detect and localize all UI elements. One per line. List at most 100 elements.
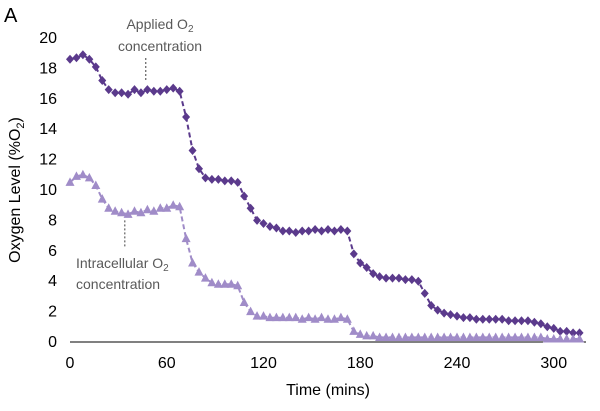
data-point-intracellular — [297, 314, 307, 323]
data-point-intracellular — [162, 203, 172, 212]
data-point-applied — [491, 314, 500, 324]
data-point-applied — [130, 85, 139, 95]
y-axis-ticks: 0 2 4 6 8 10 12 14 16 18 20 — [39, 30, 57, 351]
y-tick-label: 0 — [48, 334, 57, 351]
y-tick-label: 10 — [39, 182, 57, 199]
data-point-intracellular — [110, 206, 120, 215]
data-point-intracellular — [349, 326, 359, 335]
data-point-applied — [214, 174, 223, 184]
x-axis-title: Time (mins) — [286, 382, 370, 399]
data-point-applied — [324, 225, 332, 235]
data-point-applied — [272, 223, 281, 233]
data-point-applied — [433, 305, 442, 315]
series-intracellular — [65, 169, 585, 343]
data-point-applied — [253, 215, 262, 225]
data-point-applied — [317, 226, 326, 236]
data-point-intracellular — [523, 332, 533, 341]
data-point-applied — [136, 88, 145, 98]
data-point-intracellular — [207, 277, 217, 287]
data-point-intracellular — [446, 332, 456, 341]
data-point-applied — [265, 221, 274, 231]
data-point-intracellular — [491, 332, 501, 341]
data-point-applied — [246, 203, 255, 213]
x-tick-label: 120 — [250, 355, 277, 372]
data-point-applied — [330, 226, 339, 236]
data-point-applied — [517, 316, 526, 326]
data-point-intracellular — [265, 312, 275, 322]
y-tick-label: 2 — [48, 304, 57, 321]
data-point-applied — [298, 226, 307, 236]
y-tick-label: 12 — [39, 152, 57, 169]
data-point-intracellular — [213, 279, 223, 288]
data-point-intracellular — [136, 207, 146, 217]
y-tick-label: 14 — [39, 121, 57, 138]
data-point-applied — [188, 145, 197, 155]
annotation-applied-text: Applied O — [126, 16, 188, 32]
data-point-intracellular — [362, 330, 372, 340]
data-point-intracellular — [84, 172, 94, 182]
data-point-applied — [149, 86, 158, 96]
data-point-intracellular — [194, 267, 204, 276]
data-point-applied — [498, 314, 507, 324]
data-point-applied — [195, 164, 203, 174]
data-point-intracellular — [239, 297, 249, 306]
data-point-intracellular — [200, 273, 210, 282]
data-point-intracellular — [291, 312, 301, 322]
data-point-intracellular — [542, 333, 552, 343]
data-point-applied — [124, 89, 133, 99]
data-point-intracellular — [555, 333, 565, 343]
annotation-intracellular-line1: Intracellular O2 — [76, 255, 169, 274]
data-point-applied — [504, 316, 513, 326]
y-tick-label: 16 — [39, 91, 57, 108]
data-point-intracellular — [433, 332, 443, 341]
data-point-applied — [549, 323, 558, 333]
data-point-intracellular — [562, 333, 572, 343]
data-point-applied — [356, 258, 365, 268]
data-point-intracellular — [149, 206, 159, 215]
data-point-applied — [446, 310, 455, 320]
data-point-intracellular — [394, 332, 404, 341]
data-point-intracellular — [226, 279, 236, 288]
data-point-intracellular — [575, 333, 585, 343]
data-point-intracellular — [529, 332, 539, 341]
y-tick-label: 6 — [48, 243, 57, 260]
data-point-intracellular — [471, 332, 481, 341]
data-point-intracellular — [91, 180, 101, 189]
data-point-applied — [227, 176, 236, 186]
data-point-applied — [362, 263, 371, 273]
series-applied — [66, 50, 584, 338]
y-axis-title-prefix: Oxygen Level (%O — [7, 129, 24, 263]
data-point-applied — [569, 328, 578, 338]
data-point-applied — [85, 54, 94, 64]
data-point-intracellular — [71, 171, 81, 180]
data-point-intracellular — [375, 332, 385, 341]
data-point-intracellular — [458, 332, 468, 341]
data-point-intracellular — [97, 194, 107, 203]
data-point-applied — [304, 226, 313, 236]
data-point-intracellular — [259, 311, 268, 320]
data-point-intracellular — [168, 200, 178, 209]
data-point-applied — [420, 288, 429, 298]
data-point-applied — [175, 86, 184, 96]
y-tick-label: 18 — [39, 60, 57, 77]
data-point-intracellular — [568, 333, 578, 343]
data-point-intracellular — [504, 332, 514, 341]
data-point-applied — [278, 226, 287, 236]
data-point-applied — [394, 273, 403, 283]
data-point-applied — [536, 319, 545, 329]
y-tick-label: 8 — [48, 212, 57, 229]
data-point-applied — [388, 273, 397, 283]
data-point-intracellular — [426, 332, 436, 341]
data-point-applied — [369, 269, 378, 279]
data-point-applied — [259, 218, 268, 228]
data-point-applied — [182, 112, 191, 122]
data-point-intracellular — [233, 280, 243, 290]
data-point-intracellular — [329, 314, 339, 323]
data-point-intracellular — [246, 306, 256, 316]
data-point-applied — [453, 311, 461, 321]
data-point-applied — [414, 276, 423, 286]
data-point-applied — [66, 54, 74, 64]
data-point-intracellular — [317, 312, 327, 322]
data-point-applied — [285, 226, 294, 236]
